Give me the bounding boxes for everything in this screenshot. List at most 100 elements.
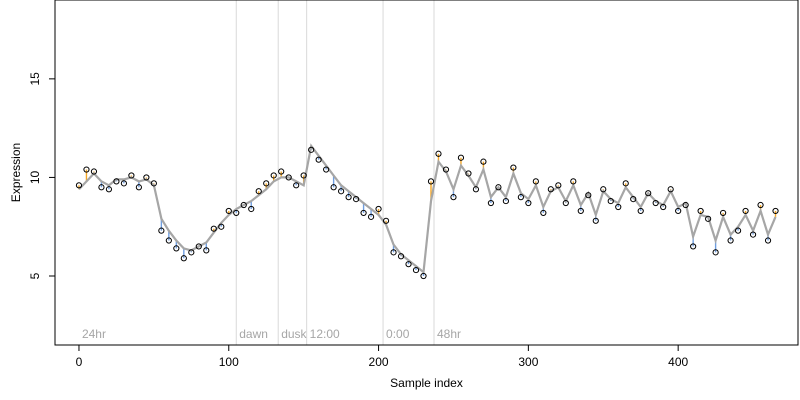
data-point [420,272,427,280]
data-point [158,227,165,234]
data-point [300,172,307,179]
data-point [188,249,195,256]
y-tick-label: 10 [28,170,42,184]
phase-label-1: dawn [239,327,268,341]
data-point [165,237,172,244]
observed-points [75,146,779,280]
data-point [375,205,382,213]
data-point [682,201,689,209]
data-point [697,207,704,215]
data-point [233,209,240,217]
data-point [742,207,749,215]
data-point [338,188,345,195]
data-point [675,207,682,215]
y-axis: 5 10 15 [28,72,55,279]
data-point [532,178,539,185]
data-point [263,180,270,187]
data-point [315,156,322,163]
x-tick-label: 100 [219,355,239,369]
data-point [360,209,367,217]
y-tick-label: 5 [28,272,42,279]
data-point [517,194,524,201]
data-point [98,184,105,191]
residual-segments [78,145,777,276]
data-point [660,203,667,211]
data-point [652,199,659,207]
data-point [173,245,180,252]
phase-label-2: dusk [281,327,307,341]
data-point [607,197,614,205]
data-point [397,253,405,260]
data-point [540,209,547,217]
data-point [203,247,210,254]
x-tick-label: 0 [76,355,83,369]
data-point [180,255,187,262]
data-point [308,146,315,153]
data-point [450,194,457,201]
data-point [615,203,622,211]
data-point [442,166,450,173]
x-tick-label: 300 [518,355,538,369]
data-point [427,178,435,185]
data-point [637,207,644,215]
data-point [248,205,255,213]
data-point [502,197,509,205]
x-tick-label: 200 [369,355,389,369]
data-point [577,207,584,215]
data-point [412,266,420,274]
data-point [278,168,285,175]
data-point [667,186,674,193]
data-point [592,217,599,224]
phase-label-4: 0:00 [386,327,410,341]
data-point [555,182,562,189]
plot-frame [54,0,799,346]
data-point [705,215,712,222]
phase-divider-lines [235,0,435,345]
data-point [113,178,120,185]
data-point [630,196,637,203]
data-point [525,199,532,207]
data-point [457,154,465,161]
data-point [712,249,719,256]
data-point [487,199,495,207]
data-point [720,209,727,217]
data-point [472,186,480,193]
data-point [345,194,352,201]
data-point [547,186,554,193]
data-point [757,201,764,209]
data-point [495,184,502,191]
data-point [435,150,442,157]
data-point [749,231,757,238]
data-point [510,164,517,171]
data-point [135,184,142,191]
x-axis: 0 100 200 300 400 [76,345,688,369]
data-point [75,182,83,189]
data-point [105,186,113,193]
data-point [195,243,202,250]
data-point [367,213,375,220]
data-point [465,170,472,177]
x-tick-label: 400 [668,355,688,369]
data-point [622,180,629,187]
data-point [143,174,150,181]
data-point [690,243,697,250]
data-point [83,166,90,173]
phase-label-5: 48hr [437,327,461,341]
phase-labels: 24hr dawn dusk 12:00 0:00 48hr [82,327,461,341]
fitted-curve [78,143,777,275]
data-point [285,174,292,181]
data-point [323,166,330,173]
data-point [293,182,300,189]
y-tick-label: 15 [28,72,42,86]
data-point [150,180,157,187]
data-point [764,237,772,244]
data-point [218,223,225,230]
data-point [120,180,128,187]
phase-label-3: 12:00 [310,327,340,341]
data-point [772,207,779,215]
data-point [382,217,390,224]
data-point [270,172,277,179]
data-point [562,199,569,207]
data-point [210,225,217,232]
